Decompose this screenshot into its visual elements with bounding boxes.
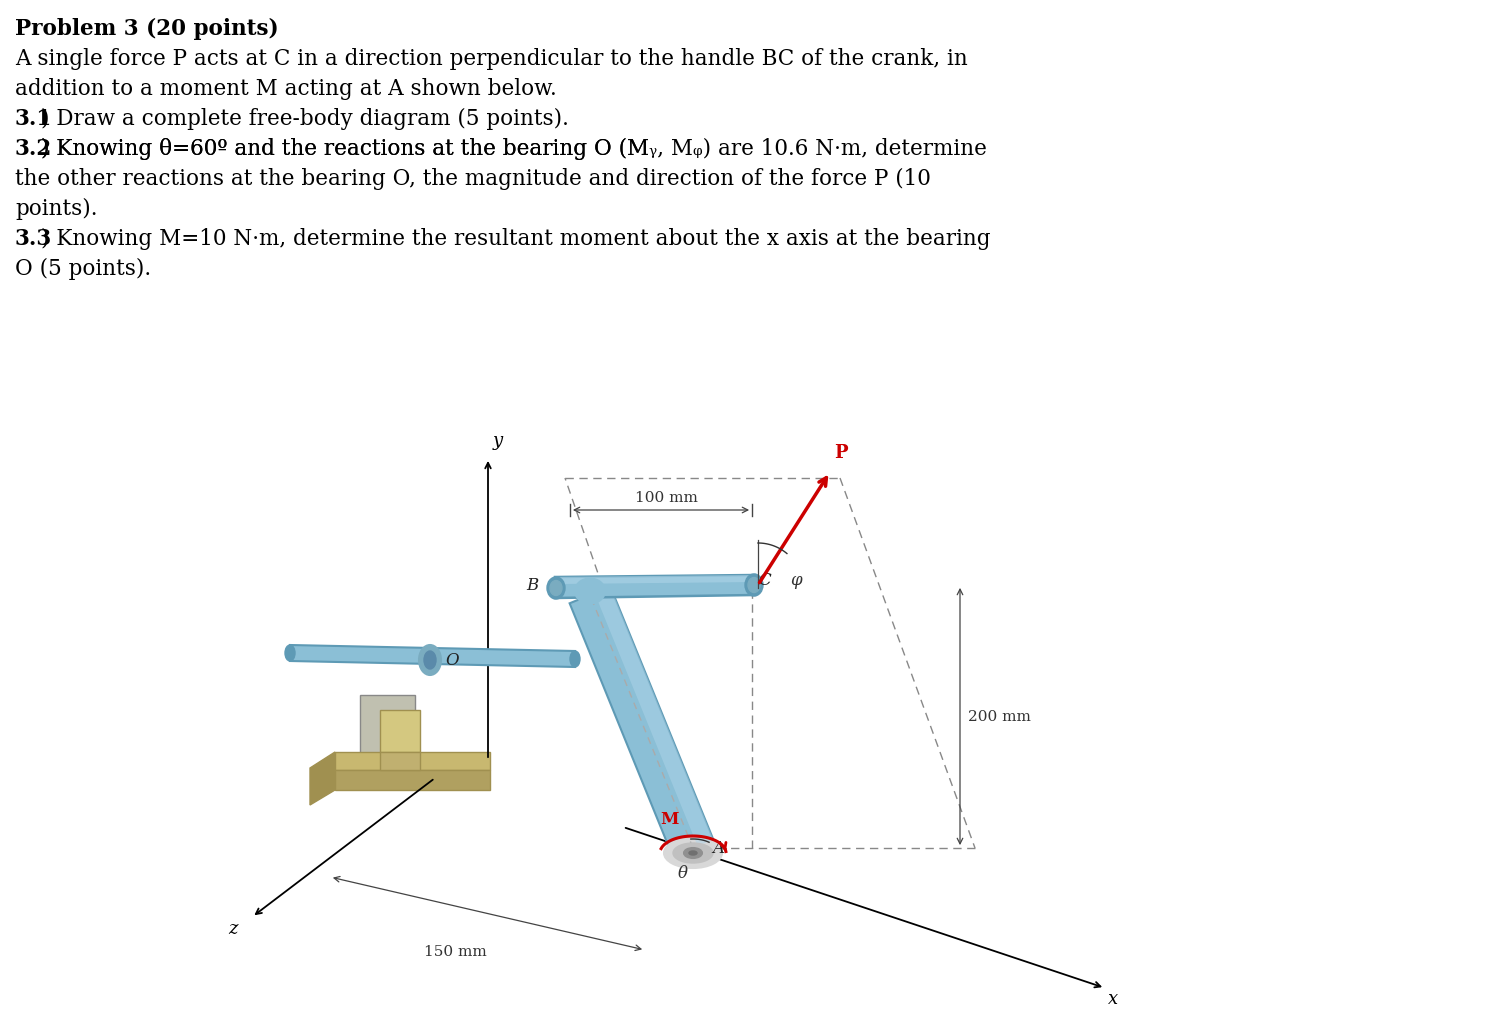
Ellipse shape bbox=[550, 580, 562, 596]
Text: x: x bbox=[1108, 990, 1117, 1008]
Polygon shape bbox=[569, 587, 713, 856]
Polygon shape bbox=[290, 645, 575, 667]
Text: z: z bbox=[228, 920, 239, 938]
Text: 200 mm: 200 mm bbox=[968, 709, 1031, 724]
Text: 3.1: 3.1 bbox=[15, 108, 53, 130]
Text: φ: φ bbox=[790, 571, 802, 589]
Ellipse shape bbox=[664, 838, 722, 868]
Ellipse shape bbox=[747, 577, 760, 593]
Polygon shape bbox=[595, 587, 713, 846]
Ellipse shape bbox=[673, 843, 713, 863]
Text: addition to a moment M acting at A shown below.: addition to a moment M acting at A shown… bbox=[15, 78, 557, 100]
Polygon shape bbox=[381, 752, 420, 770]
Text: 100 mm: 100 mm bbox=[634, 491, 698, 505]
Polygon shape bbox=[359, 695, 415, 760]
Text: points).: points). bbox=[15, 198, 98, 220]
Ellipse shape bbox=[689, 851, 698, 855]
Text: ) Knowing M=10 N·m, determine the resultant moment about the x axis at the beari: ) Knowing M=10 N·m, determine the result… bbox=[41, 228, 991, 250]
Text: y: y bbox=[492, 432, 503, 450]
Polygon shape bbox=[310, 752, 335, 805]
Polygon shape bbox=[556, 575, 755, 598]
Ellipse shape bbox=[547, 577, 565, 599]
Ellipse shape bbox=[684, 848, 702, 858]
Text: 3.2: 3.2 bbox=[15, 138, 53, 160]
Text: B: B bbox=[525, 576, 538, 594]
Polygon shape bbox=[381, 710, 420, 752]
Text: M: M bbox=[660, 811, 678, 828]
Text: 3.3: 3.3 bbox=[15, 228, 53, 250]
Text: ) Knowing θ=60º and the reactions at the bearing O (M: ) Knowing θ=60º and the reactions at the… bbox=[41, 138, 649, 160]
Text: Problem 3 (20 points): Problem 3 (20 points) bbox=[15, 18, 279, 40]
Polygon shape bbox=[556, 575, 755, 584]
Text: ) Draw a complete free-body diagram (5 points).: ) Draw a complete free-body diagram (5 p… bbox=[41, 108, 569, 130]
Ellipse shape bbox=[418, 645, 441, 675]
Text: ) Knowing θ=60º and the reactions at the bearing O (Mᵧ, Mᵩ) are 10.6 N·m, determ: ) Knowing θ=60º and the reactions at the… bbox=[41, 138, 988, 160]
Text: A: A bbox=[713, 839, 723, 856]
Polygon shape bbox=[335, 752, 491, 770]
Ellipse shape bbox=[744, 574, 763, 596]
Ellipse shape bbox=[575, 578, 606, 604]
Polygon shape bbox=[335, 770, 491, 790]
Text: 150 mm: 150 mm bbox=[424, 945, 486, 959]
Text: the other reactions at the bearing O, the magnitude and direction of the force P: the other reactions at the bearing O, th… bbox=[15, 168, 930, 190]
Text: O (5 points).: O (5 points). bbox=[15, 258, 151, 280]
Text: C: C bbox=[758, 571, 770, 589]
Ellipse shape bbox=[424, 651, 436, 669]
Text: O: O bbox=[445, 651, 459, 668]
Ellipse shape bbox=[285, 645, 294, 661]
Text: A single force P acts at C in a direction perpendicular to the handle BC of the : A single force P acts at C in a directio… bbox=[15, 48, 968, 69]
Text: P: P bbox=[834, 444, 847, 462]
Ellipse shape bbox=[569, 651, 580, 667]
Text: θ: θ bbox=[678, 865, 689, 882]
